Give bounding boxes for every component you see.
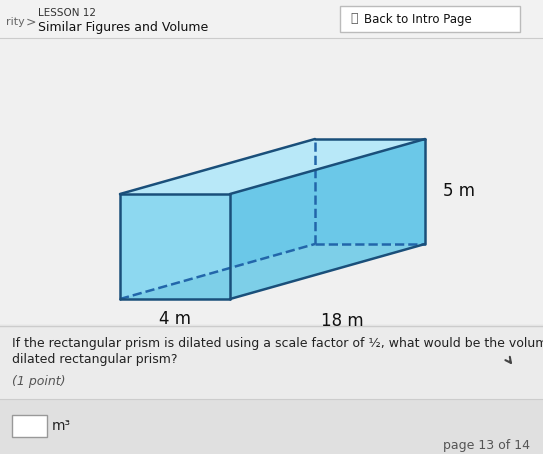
- Polygon shape: [120, 244, 425, 299]
- Bar: [340, 6, 520, 32]
- Bar: [0, 0, 543, 38]
- Bar: [0, 399, 543, 454]
- Text: page 13 of 14: page 13 of 14: [443, 439, 530, 453]
- Text: ⎘: ⎘: [350, 13, 357, 25]
- Text: rity: rity: [6, 17, 25, 27]
- Text: Back to Intro Page: Back to Intro Page: [364, 13, 472, 25]
- Text: If the rectangular prism is dilated using a scale factor of ½, what would be the: If the rectangular prism is dilated usin…: [12, 336, 543, 350]
- Text: (1 point): (1 point): [12, 375, 66, 388]
- Bar: [0, 38, 543, 324]
- Text: m³: m³: [52, 419, 71, 433]
- Polygon shape: [230, 139, 425, 299]
- Bar: [0, 326, 543, 399]
- Polygon shape: [120, 194, 230, 299]
- Text: 18 m: 18 m: [321, 312, 364, 330]
- Text: >: >: [26, 15, 36, 29]
- Text: Similar Figures and Volume: Similar Figures and Volume: [38, 20, 209, 34]
- Bar: [12, 415, 47, 437]
- Polygon shape: [120, 139, 425, 194]
- Text: LESSON 12: LESSON 12: [38, 8, 96, 18]
- Text: 5 m: 5 m: [443, 183, 475, 201]
- Text: 4 m: 4 m: [159, 310, 191, 328]
- Text: dilated rectangular prism?: dilated rectangular prism?: [12, 352, 178, 365]
